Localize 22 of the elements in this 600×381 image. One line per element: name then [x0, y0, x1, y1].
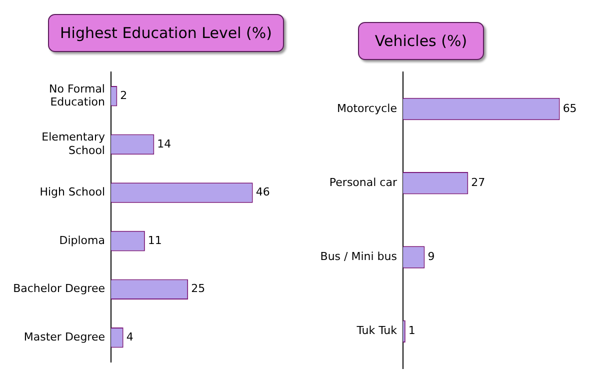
- data-label: 14: [157, 137, 172, 150]
- y-tick-label: Personal car: [329, 176, 398, 190]
- data-label: 9: [428, 250, 435, 264]
- y-tick-label: No Formal Education: [49, 82, 106, 109]
- data-label: 11: [148, 234, 162, 247]
- y-tick-label: Elementary School: [42, 130, 106, 157]
- data-label: 4: [126, 330, 134, 344]
- data-label: 1: [408, 324, 416, 338]
- y-tick-label: High School: [40, 186, 105, 199]
- y-tick-label: Bachelor Degree: [13, 282, 106, 296]
- data-label: 65: [562, 102, 577, 115]
- y-tick-label: Diploma: [59, 234, 105, 247]
- y-tick-label: Motorcycle: [337, 102, 398, 115]
- y-tick-label: Tuk Tuk: [356, 324, 398, 338]
- chart-title: Vehicles (%): [358, 22, 484, 60]
- data-label: 27: [471, 176, 486, 190]
- data-label: 2: [120, 89, 128, 102]
- chart-title: Highest Education Level (%): [48, 14, 284, 52]
- data-label: 25: [191, 282, 206, 296]
- data-label: 46: [256, 186, 270, 199]
- y-tick-label: Bus / Mini bus: [320, 250, 398, 264]
- y-tick-label: Master Degree: [24, 330, 106, 344]
